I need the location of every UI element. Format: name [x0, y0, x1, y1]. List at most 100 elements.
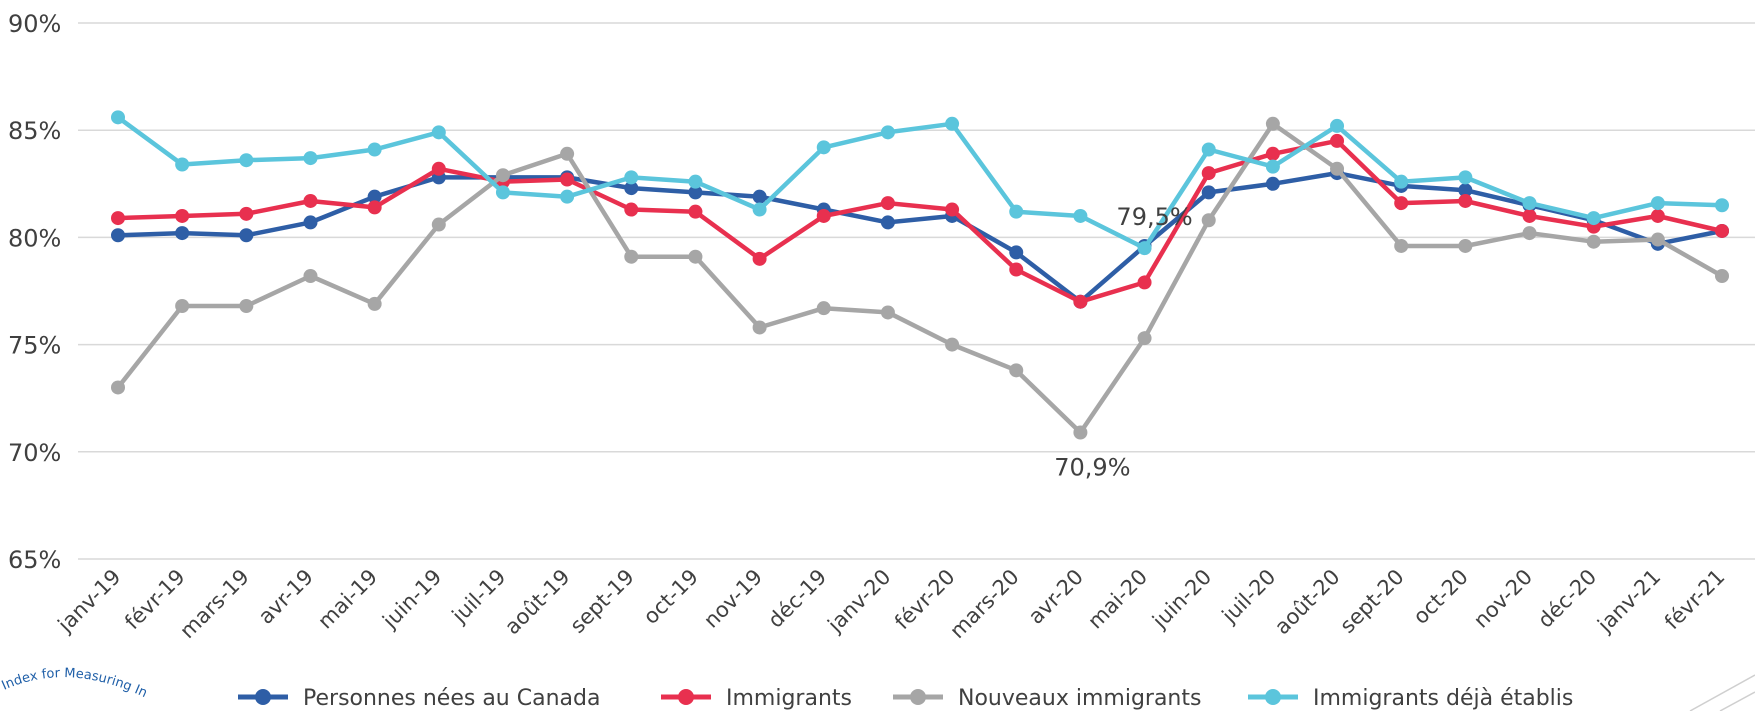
- data-point: [1394, 174, 1409, 189]
- data-point: [1650, 232, 1665, 247]
- data-point: [111, 380, 125, 395]
- legend-item: Immigrants: [661, 686, 852, 711]
- legend-label: Immigrants: [726, 686, 852, 711]
- data-point: [111, 110, 125, 125]
- x-tick-label: avr-19: [254, 565, 318, 629]
- x-tick-label: août-19: [500, 565, 575, 640]
- data-point: [752, 189, 767, 204]
- x-tick-label: janv-20: [822, 565, 895, 638]
- logo: Index for Measuring In: [0, 666, 149, 701]
- x-tick-label: avr-20: [1024, 565, 1088, 629]
- series-layer: [111, 110, 1729, 440]
- data-point: [1201, 185, 1216, 200]
- data-point: [111, 228, 125, 243]
- data-point: [1715, 198, 1729, 213]
- data-point: [1137, 275, 1152, 290]
- y-axis: 65% 70% 75% 80% 85% 90%: [8, 10, 61, 574]
- data-point: [880, 196, 895, 211]
- logo-text-path: Index for Measuring In: [0, 666, 149, 701]
- legend-swatch-marker: [678, 689, 694, 705]
- data-point: [752, 251, 767, 266]
- data-point: [1394, 238, 1409, 253]
- data-point: [303, 151, 318, 166]
- data-point: [1201, 213, 1216, 228]
- data-point: [688, 185, 703, 200]
- gridlines: [78, 22, 1755, 560]
- data-point: [175, 299, 190, 314]
- data-point: [175, 226, 190, 241]
- data-point: [303, 215, 318, 230]
- data-label: 70,9%: [1054, 454, 1130, 482]
- y-tick-label: 80%: [8, 224, 61, 252]
- y-tick-label: 65%: [8, 546, 61, 574]
- data-point: [1586, 234, 1601, 249]
- x-tick-label: nov-19: [699, 565, 767, 633]
- data-point: [560, 146, 575, 161]
- y-tick-label: 85%: [8, 117, 61, 145]
- data-point: [624, 202, 639, 217]
- legend-swatch-marker: [255, 689, 271, 705]
- data-point: [1009, 204, 1024, 219]
- data-point: [1201, 142, 1216, 157]
- data-point: [688, 174, 703, 189]
- data-point: [880, 215, 895, 230]
- legend-label: Personnes nées au Canada: [303, 686, 600, 711]
- data-point: [495, 168, 510, 183]
- x-tick-label: janv-21: [1592, 565, 1665, 638]
- legend-label: Nouveaux immigrants: [958, 686, 1201, 711]
- legend-item: Immigrants déjà établis: [1248, 686, 1573, 711]
- series-line: [117, 170, 1723, 304]
- x-tick-label: sept-19: [565, 565, 638, 638]
- data-point: [1715, 268, 1729, 283]
- data-point: [1715, 223, 1729, 238]
- data-point: [1522, 196, 1537, 211]
- data-point: [945, 337, 960, 352]
- x-tick-label: mars-19: [175, 565, 254, 644]
- data-point: [1073, 208, 1088, 223]
- x-tick-label: mai-20: [1083, 565, 1152, 634]
- data-point: [303, 193, 318, 208]
- data-point: [431, 217, 446, 232]
- data-point: [1265, 116, 1280, 131]
- data-point: [239, 299, 254, 314]
- x-tick-label: juil-19: [447, 565, 511, 629]
- annotations: 79,5% 70,9%: [1054, 203, 1192, 481]
- data-point: [816, 208, 831, 223]
- data-point: [431, 161, 446, 176]
- data-point: [1458, 183, 1473, 198]
- data-point: [945, 202, 960, 217]
- data-point: [1330, 133, 1345, 148]
- data-point: [880, 305, 895, 320]
- x-tick-label: oct-20: [1409, 565, 1473, 629]
- legend-item: Personnes nées au Canada: [238, 686, 600, 711]
- logo-text: Index for Measuring In: [0, 666, 149, 701]
- corner-decoration: [1689, 674, 1755, 711]
- data-point: [1265, 159, 1280, 174]
- data-point: [688, 249, 703, 264]
- x-tick-label: mars-20: [945, 565, 1024, 644]
- x-tick-label: oct-19: [639, 565, 703, 629]
- data-point: [175, 157, 190, 172]
- data-point: [1073, 425, 1088, 440]
- data-point: [1394, 196, 1409, 211]
- x-tick-label: janv-19: [53, 565, 126, 638]
- data-point: [111, 211, 125, 226]
- data-point: [1330, 118, 1345, 133]
- data-point: [1265, 176, 1280, 191]
- data-point: [239, 228, 254, 243]
- y-tick-label: 75%: [8, 332, 61, 360]
- data-point: [1650, 196, 1665, 211]
- series-line: [116, 121, 1724, 435]
- data-label: 79,5%: [1116, 203, 1192, 231]
- y-tick-label: 70%: [8, 439, 61, 467]
- x-tick-label: juil-20: [1217, 565, 1281, 629]
- data-point: [624, 181, 639, 196]
- data-point: [816, 301, 831, 316]
- data-point: [945, 116, 960, 131]
- data-point: [880, 125, 895, 140]
- x-tick-label: juin-20: [1147, 565, 1216, 634]
- data-point: [816, 140, 831, 155]
- x-tick-label: sept-20: [1335, 565, 1408, 638]
- data-point: [1330, 161, 1345, 176]
